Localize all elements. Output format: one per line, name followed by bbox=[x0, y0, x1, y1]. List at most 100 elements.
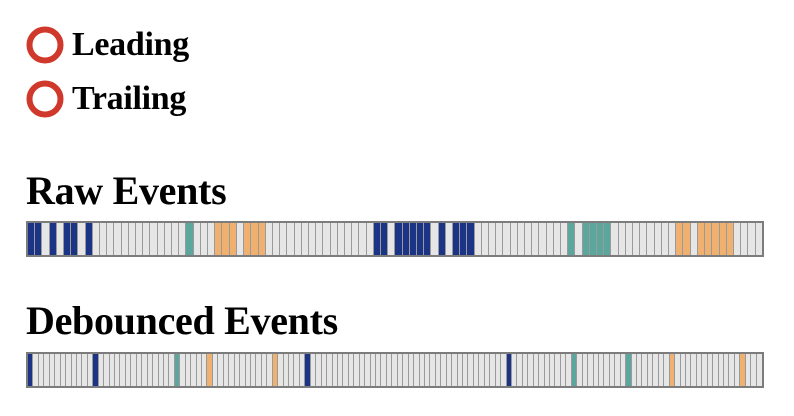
debounced-event-cell bbox=[604, 354, 610, 386]
raw-event-cell bbox=[640, 223, 648, 255]
raw-event-cell bbox=[676, 223, 684, 255]
debounced-event-cell bbox=[93, 354, 99, 386]
debounced-event-cell bbox=[310, 354, 317, 386]
raw-event-cell bbox=[121, 223, 129, 255]
option-trailing-label: Trailing bbox=[72, 80, 187, 117]
raw-event-cell bbox=[258, 223, 266, 255]
debounced-event-cell bbox=[299, 354, 306, 386]
raw-event-cell bbox=[301, 223, 309, 255]
raw-event-cell bbox=[445, 223, 453, 255]
option-leading[interactable]: Leading bbox=[26, 26, 189, 64]
debounced-event-cell bbox=[142, 354, 148, 386]
raw-event-cell bbox=[150, 223, 158, 255]
raw-event-cell bbox=[575, 223, 583, 255]
debounced-event-cell bbox=[163, 354, 170, 386]
debounced-event-cell bbox=[337, 354, 344, 386]
raw-event-cell bbox=[647, 223, 655, 255]
debounced-event-cell bbox=[615, 354, 621, 386]
debounced-event-cell bbox=[250, 354, 257, 386]
debounced-event-cell bbox=[609, 354, 616, 386]
debounced-event-cell bbox=[109, 354, 115, 386]
raw-event-cell bbox=[71, 223, 79, 255]
debounced-event-cell bbox=[582, 354, 589, 386]
raw-event-cell bbox=[669, 223, 677, 255]
raw-event-cell bbox=[42, 223, 50, 255]
option-trailing[interactable]: Trailing bbox=[26, 80, 189, 118]
debounced-event-cell bbox=[555, 354, 561, 386]
raw-event-cell bbox=[128, 223, 137, 255]
raw-event-cell bbox=[755, 223, 762, 255]
raw-event-cell bbox=[92, 223, 101, 255]
debounced-event-cell bbox=[267, 354, 273, 386]
debounced-event-cell bbox=[44, 354, 50, 386]
debounced-event-cell bbox=[441, 354, 447, 386]
debounced-event-cell bbox=[381, 354, 387, 386]
raw-event-cell bbox=[200, 223, 209, 255]
raw-event-cell bbox=[136, 223, 144, 255]
radio-unchecked-icon[interactable] bbox=[26, 26, 64, 64]
raw-event-cell bbox=[308, 223, 317, 255]
raw-event-cell bbox=[380, 223, 389, 255]
debounced-events-strip bbox=[26, 352, 764, 388]
debounced-event-cell bbox=[207, 354, 213, 386]
debounced-event-cell bbox=[370, 354, 376, 386]
raw-event-cell bbox=[748, 223, 756, 255]
debounced-event-cell bbox=[658, 354, 665, 386]
radio-unchecked-icon[interactable] bbox=[26, 80, 64, 118]
debounced-event-cell bbox=[71, 354, 77, 386]
raw-event-cell bbox=[100, 223, 108, 255]
debounced-event-cell bbox=[261, 354, 268, 386]
debounced-event-cell bbox=[637, 354, 643, 386]
debounced-event-cell bbox=[457, 354, 463, 386]
debounced-event-cell bbox=[136, 354, 143, 386]
debounced-event-cell bbox=[539, 354, 545, 386]
raw-event-cell bbox=[532, 223, 540, 255]
raw-event-cell bbox=[344, 223, 353, 255]
debounced-event-cell bbox=[511, 354, 518, 386]
raw-event-cell bbox=[467, 223, 475, 255]
debounced-event-cell bbox=[664, 354, 670, 386]
raw-event-cell bbox=[719, 223, 727, 255]
debounced-event-cell bbox=[218, 354, 224, 386]
debounced-event-cell bbox=[642, 354, 648, 386]
debounced-event-cell bbox=[734, 354, 741, 386]
debounced-event-cell bbox=[598, 354, 605, 386]
raw-event-cell bbox=[359, 223, 367, 255]
raw-event-cell bbox=[438, 223, 446, 255]
raw-event-cell bbox=[215, 223, 223, 255]
raw-event-cell bbox=[690, 223, 698, 255]
raw-events-title: Raw Events bbox=[26, 168, 227, 213]
debounced-event-cell bbox=[479, 354, 485, 386]
debounced-event-cell bbox=[153, 354, 159, 386]
debounced-event-cell bbox=[76, 354, 83, 386]
debounced-events-title: Debounced Events bbox=[26, 298, 338, 343]
raw-event-cell bbox=[186, 223, 194, 255]
debounced-event-cell bbox=[316, 354, 322, 386]
debounced-event-cell bbox=[278, 354, 284, 386]
debounced-event-cell bbox=[707, 354, 714, 386]
raw-event-cell bbox=[28, 223, 36, 255]
raw-event-cell bbox=[143, 223, 151, 255]
debounced-event-cell bbox=[55, 354, 61, 386]
debounced-event-cell bbox=[702, 354, 708, 386]
debounced-event-cell bbox=[256, 354, 262, 386]
debounced-event-cell bbox=[713, 354, 719, 386]
debounced-event-cell bbox=[577, 354, 583, 386]
debounced-event-cell bbox=[365, 354, 371, 386]
debounced-event-cell bbox=[522, 354, 529, 386]
raw-event-cell bbox=[323, 223, 331, 255]
debounced-event-cell bbox=[158, 354, 164, 386]
raw-event-cell bbox=[546, 223, 554, 255]
debounced-event-cell bbox=[234, 354, 241, 386]
raw-event-cell bbox=[604, 223, 612, 255]
raw-event-cell bbox=[589, 223, 598, 255]
debounced-event-cell bbox=[272, 354, 279, 386]
raw-event-cell bbox=[726, 223, 734, 255]
raw-event-cell bbox=[633, 223, 641, 255]
raw-event-cell bbox=[280, 223, 288, 255]
raw-event-cell bbox=[431, 223, 439, 255]
raw-event-cell bbox=[49, 223, 57, 255]
debounced-event-cell bbox=[528, 354, 534, 386]
debounced-event-cell bbox=[191, 354, 197, 386]
debounced-event-cell bbox=[283, 354, 289, 386]
